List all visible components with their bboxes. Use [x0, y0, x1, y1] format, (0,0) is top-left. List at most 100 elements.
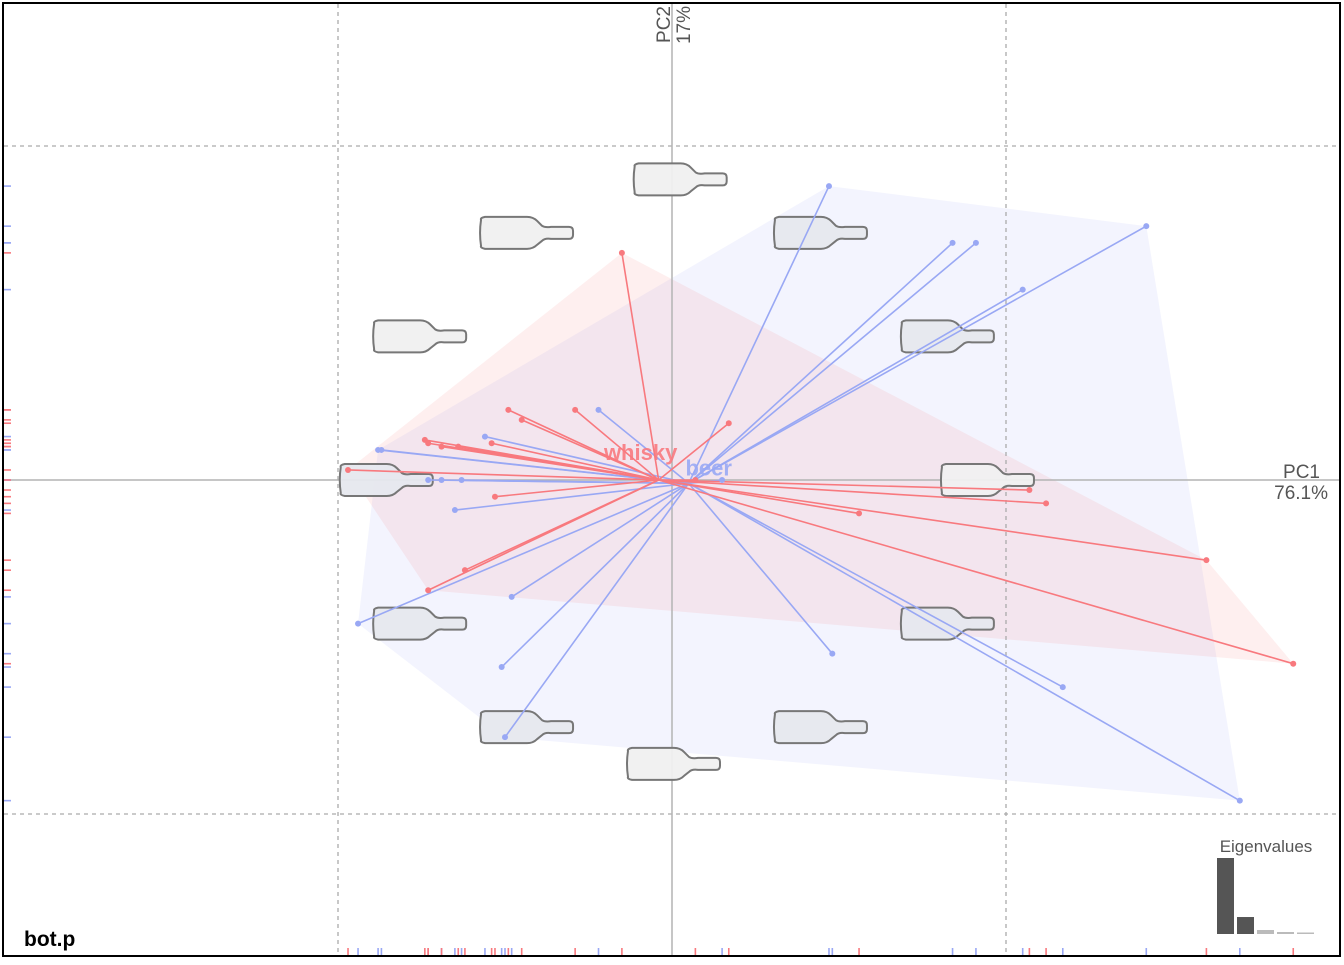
- whisky-segment-8: [491, 442, 659, 481]
- whisky-segment-1: [621, 252, 660, 481]
- whisky-point-1: [618, 249, 625, 256]
- whisky-point-2: [505, 406, 512, 413]
- beer-point-15: [508, 593, 515, 600]
- beer-point-4: [1143, 223, 1150, 230]
- shape-outline-6: [338, 463, 434, 497]
- eigenvalues-inset: Eigenvalues: [1217, 837, 1314, 934]
- beer-segment-13: [454, 482, 689, 511]
- eigenvalue-bar-1: [1217, 858, 1234, 934]
- beer-segment-1: [687, 185, 830, 484]
- y-axis-variance: 17%: [674, 6, 695, 44]
- beer-segment-18: [688, 482, 833, 655]
- eigenvalues-title: Eigenvalues: [1220, 837, 1313, 856]
- beer-segment-12: [428, 479, 689, 485]
- y-axis-label: PC2: [654, 6, 675, 43]
- beer-segment-15: [511, 482, 690, 598]
- panel-label: bot.p: [24, 928, 75, 951]
- whisky-point-3: [572, 406, 579, 413]
- star-segments: [347, 185, 1294, 802]
- beer-point-3: [949, 239, 956, 246]
- shape-outline-8: [372, 606, 468, 641]
- whisky-point-8: [488, 440, 495, 447]
- whisky-segment-3: [574, 409, 660, 481]
- shape-outline-1: [479, 215, 575, 250]
- beer-segment-3: [688, 242, 954, 484]
- shape-outline-3: [772, 215, 868, 250]
- beer-point-17: [498, 664, 505, 671]
- beer-point-6: [595, 406, 602, 413]
- whisky-segment-18: [658, 479, 1047, 505]
- beer-segment-21: [688, 482, 1241, 802]
- whisky-point-20: [1290, 660, 1297, 667]
- whisky-point-14: [425, 587, 432, 594]
- group-labels: whisky beer: [603, 440, 732, 480]
- beer-point-1: [825, 183, 832, 190]
- shape-outline-11: [772, 710, 868, 745]
- hull-whisky: [348, 252, 1294, 664]
- eigenvalue-bar-4: [1277, 932, 1294, 934]
- beer-point-5: [1019, 286, 1026, 293]
- beer-point-12: [425, 477, 432, 483]
- whisky-point-17: [1026, 487, 1033, 494]
- convex-hulls: [348, 186, 1294, 801]
- whisky-point-11: [345, 466, 352, 473]
- beer-point-21: [1236, 797, 1243, 804]
- x-axis-title: PC1 76.1%: [1274, 462, 1328, 504]
- beer-segment-16: [357, 482, 690, 625]
- beer-segment-20: [504, 482, 690, 738]
- whisky-point-12: [491, 493, 498, 500]
- whisky-segment-11: [347, 469, 659, 481]
- whisky-point-9: [518, 416, 525, 423]
- shape-outline-5: [899, 319, 995, 354]
- rug-marks: [4, 185, 1295, 955]
- beer-segment-2: [688, 242, 977, 484]
- whisky-point-13: [461, 567, 468, 574]
- x-axis-label: PC1: [1283, 462, 1320, 483]
- group-label-beer: beer: [685, 455, 732, 480]
- beer-segment-9: [377, 449, 689, 485]
- whisky-point-10: [725, 420, 732, 427]
- whisky-point-5: [425, 440, 432, 447]
- whisky-segment-19: [658, 479, 1207, 561]
- beer-segment-4: [688, 225, 1147, 485]
- whisky-point-18: [1043, 500, 1050, 507]
- whisky-segment-10: [658, 422, 730, 481]
- whisky-point-19: [1203, 557, 1210, 564]
- data-points: [345, 183, 1297, 804]
- x-axis-variance: 76.1%: [1274, 483, 1328, 504]
- whisky-segment-9: [521, 419, 659, 481]
- beer-point-7: [481, 433, 488, 440]
- whisky-point-6: [438, 443, 445, 450]
- beer-point-14: [719, 477, 726, 483]
- beer-point-9: [375, 446, 382, 453]
- beer-point-11: [458, 477, 465, 483]
- beer-segment-17: [501, 482, 690, 668]
- beer-point-10: [438, 477, 445, 483]
- shape-outline-4: [372, 319, 468, 354]
- beer-point-18: [829, 650, 836, 657]
- whisky-point-16: [856, 510, 863, 517]
- whisky-point-7: [455, 443, 462, 450]
- beer-point-19: [1059, 684, 1066, 691]
- whisky-segment-20: [658, 479, 1294, 665]
- beer-point-16: [355, 620, 362, 627]
- whisky-segment-12: [494, 479, 659, 498]
- beer-segment-7: [484, 435, 689, 485]
- eigenvalue-bar-3: [1257, 930, 1274, 934]
- hull-beer: [358, 186, 1240, 801]
- shape-outline-12: [626, 746, 721, 781]
- shape-outline-2: [632, 162, 728, 197]
- eigenvalue-bar-5: [1297, 932, 1314, 934]
- beer-segment-6: [598, 409, 690, 484]
- whisky-point-15: [692, 477, 699, 483]
- group-label-whisky: whisky: [603, 440, 678, 465]
- beer-point-13: [451, 507, 458, 514]
- beer-segment-19: [688, 482, 1064, 688]
- shape-outlines: [338, 162, 1035, 781]
- beer-segment-5: [688, 288, 1024, 485]
- y-axis-title: PC2 17%: [654, 6, 695, 44]
- eigenvalue-bar-2: [1237, 917, 1254, 934]
- beer-point-20: [502, 734, 508, 741]
